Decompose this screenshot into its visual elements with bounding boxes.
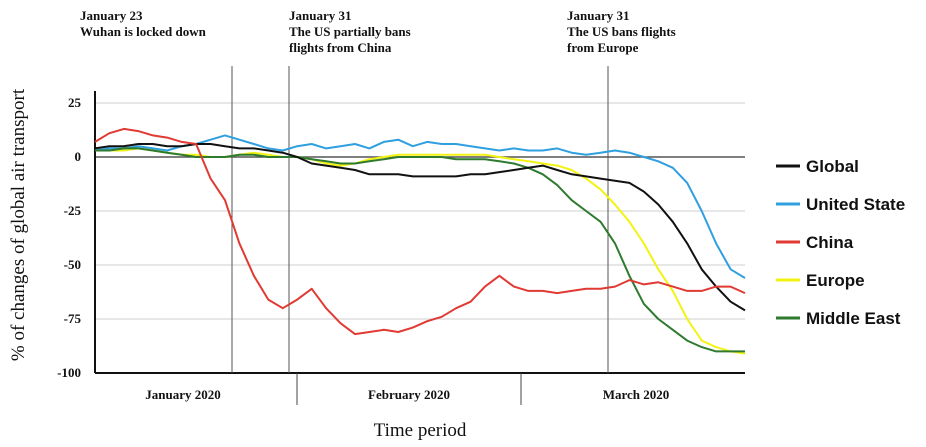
- annotation-text: January 23: [80, 8, 143, 23]
- y-tick-label: -50: [64, 257, 81, 272]
- legend-label: Global: [806, 157, 859, 176]
- series-line-united-state: [94, 134, 746, 279]
- series-line-europe: [95, 147, 746, 355]
- event-lines: [231, 66, 609, 373]
- y-tick-label: -75: [64, 311, 82, 326]
- y-tick-label: 0: [75, 149, 82, 164]
- y-axis-title: % of changes of global air transport: [8, 88, 29, 361]
- y-tick-label: -25: [64, 203, 82, 218]
- axes: 25 0 -25 -50 -75 -100 January 2020 February 202…: [57, 91, 745, 405]
- legend: Global United State China Europe Middle East: [776, 157, 905, 328]
- annotation-text: The US bans flights: [567, 24, 676, 39]
- legend-label: China: [806, 233, 854, 252]
- y-tick-label: -100: [57, 365, 81, 380]
- gridlines: [95, 102, 745, 320]
- x-axis-title: Time period: [374, 420, 467, 441]
- legend-label: United State: [806, 195, 905, 214]
- annotation-text: from Europe: [567, 40, 639, 55]
- series-line-global: [94, 143, 746, 312]
- y-tick-label: 25: [68, 95, 82, 110]
- annotation-text: January 31: [567, 8, 629, 23]
- annotation-text: January 31: [289, 8, 351, 23]
- month-label: March 2020: [603, 387, 670, 402]
- annotation-text: Wuhan is locked down: [80, 24, 207, 39]
- legend-label: Middle East: [806, 309, 901, 328]
- series-line-middle-east: [95, 147, 745, 353]
- series-lines: [94, 127, 746, 355]
- series-line-china: [94, 127, 746, 336]
- month-label: January 2020: [145, 387, 220, 402]
- legend-label: Europe: [806, 271, 865, 290]
- annotation-text: flights from China: [289, 40, 392, 55]
- annotation-text: The US partially bans: [289, 24, 411, 39]
- month-label: February 2020: [368, 387, 450, 402]
